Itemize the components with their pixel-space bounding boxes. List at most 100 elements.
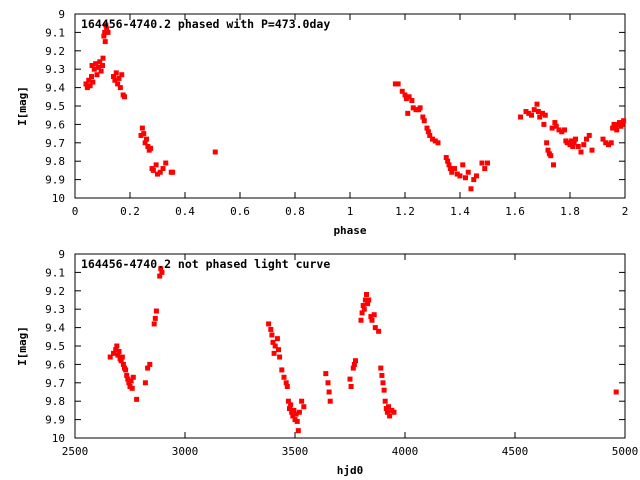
- data-point: [351, 361, 357, 367]
- data-point: [581, 142, 587, 148]
- data-point: [479, 160, 485, 166]
- data-point: [362, 297, 368, 303]
- x-tick-label: 0.8: [285, 205, 305, 218]
- data-point: [348, 383, 354, 389]
- data-point: [102, 29, 108, 35]
- x-axis-label: hjd0: [337, 464, 364, 477]
- data-point: [403, 96, 409, 102]
- data-point: [544, 140, 550, 146]
- data-point: [293, 411, 299, 417]
- data-point: [369, 317, 375, 323]
- y-tick-label: 9.3: [45, 63, 65, 76]
- data-point: [100, 63, 105, 69]
- data-point: [612, 123, 618, 129]
- data-point: [518, 114, 523, 120]
- data-point: [613, 389, 619, 395]
- data-point: [119, 354, 125, 360]
- data-point: [471, 177, 477, 183]
- y-tick-label: 9.9: [45, 414, 65, 427]
- y-tick-label: 9.1: [45, 266, 65, 279]
- x-tick-label: 1.6: [505, 205, 525, 218]
- data-point: [276, 347, 281, 353]
- data-point: [115, 352, 121, 358]
- chart-title: 164456-4740.2 not phased light curve: [81, 257, 330, 271]
- data-point: [608, 140, 614, 146]
- data-point: [111, 350, 116, 356]
- data-point: [285, 398, 291, 404]
- data-point: [552, 120, 558, 126]
- data-point: [116, 349, 122, 355]
- data-point: [371, 312, 377, 318]
- data-point: [299, 398, 305, 404]
- data-point: [463, 175, 468, 181]
- data-point: [145, 143, 151, 149]
- x-tick-label: 2: [622, 205, 629, 218]
- data-point: [446, 162, 452, 168]
- data-point: [141, 131, 147, 137]
- y-tick-label: 9: [58, 8, 65, 21]
- data-point: [360, 303, 366, 309]
- x-tick-label: 2500: [62, 445, 89, 458]
- data-point: [474, 173, 479, 179]
- y-tick-label: 9.1: [45, 26, 65, 39]
- data-point: [614, 127, 620, 133]
- data-point: [119, 72, 125, 78]
- data-point: [542, 112, 548, 118]
- data-point: [272, 343, 278, 349]
- data-point: [365, 301, 371, 307]
- data-point: [301, 404, 307, 410]
- data-point: [382, 398, 388, 404]
- data-point: [443, 155, 449, 161]
- x-tick-label: 4500: [502, 445, 529, 458]
- x-tick-label: 0.6: [230, 205, 250, 218]
- data-point: [386, 404, 391, 410]
- data-point: [531, 107, 537, 113]
- data-point: [266, 321, 272, 327]
- data-point: [548, 153, 554, 159]
- data-point: [562, 127, 567, 133]
- plot-frame: [74, 253, 626, 439]
- data-point: [147, 361, 153, 367]
- data-point: [163, 160, 169, 166]
- data-point: [138, 132, 144, 138]
- data-point: [545, 147, 551, 153]
- x-tick-label: 0: [72, 205, 79, 218]
- data-point: [454, 171, 460, 177]
- data-point: [325, 380, 331, 386]
- data-point: [549, 125, 555, 131]
- data-point: [113, 70, 119, 76]
- data-point: [406, 94, 412, 100]
- data-point: [405, 110, 411, 116]
- data-point: [158, 266, 164, 272]
- data-point: [157, 169, 163, 175]
- data-point: [129, 385, 135, 391]
- data-point: [559, 129, 565, 135]
- data-point: [105, 29, 111, 35]
- data-point: [445, 158, 451, 164]
- data-point: [283, 380, 289, 386]
- data-point: [89, 74, 94, 80]
- data-point: [125, 376, 131, 382]
- data-point: [327, 398, 333, 404]
- y-axis-label: I[mag]: [16, 86, 29, 126]
- data-point: [610, 125, 616, 131]
- data-point: [427, 132, 433, 138]
- data-point: [603, 140, 609, 146]
- data-point: [269, 332, 275, 338]
- data-point: [600, 136, 606, 142]
- data-point: [621, 118, 627, 124]
- data-point: [104, 26, 110, 32]
- data-point: [368, 314, 374, 320]
- data-point: [294, 418, 300, 424]
- data-point: [617, 120, 622, 126]
- data-point: [98, 68, 104, 74]
- data-point: [568, 138, 574, 144]
- chart-panel-2: 2500 3000 3500 4000 4500 5000 9 9.1 9.2 9.3 9.4 9.5…: [16, 248, 638, 477]
- data-point: [151, 321, 157, 327]
- x-tick-label: 1.8: [560, 205, 580, 218]
- data-point: [409, 97, 415, 103]
- y-tick-label: 9.9: [45, 174, 65, 187]
- data-point: [291, 407, 297, 413]
- data-point: [130, 374, 136, 380]
- data-point: [111, 74, 116, 80]
